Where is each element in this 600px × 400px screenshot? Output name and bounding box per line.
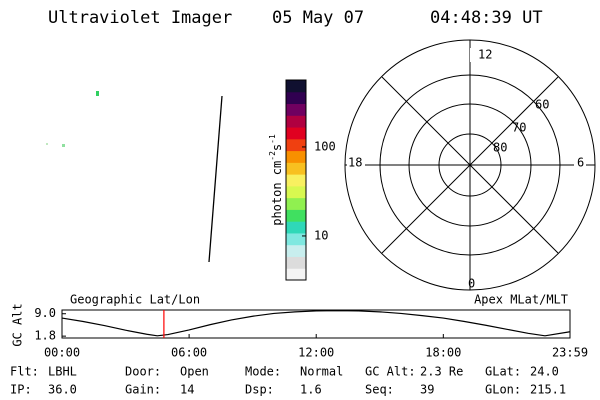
pixel [62,144,65,147]
colorbar-frame [285,79,307,281]
info-value: 1.6 [300,383,322,397]
color-step [286,103,306,116]
info-label: Seq: [365,383,394,397]
info-value: 39 [420,383,434,397]
x-tick-label: 00:00 [44,346,80,360]
lat-label: 80 [493,141,507,155]
hour-label: 0 [468,277,475,291]
info-value: LBHL [48,365,77,379]
altitude-line [61,310,571,337]
info-value: Normal [300,365,343,379]
lat-label: 70 [512,121,526,135]
hour-label: 12 [478,48,492,62]
colorbar-tick-label: 100 [314,139,336,153]
info-value: Open [180,365,209,379]
hour-label: 6 [577,156,584,170]
lat-label: 60 [535,98,549,112]
info-label: GLon: [485,383,521,397]
plot-frame [61,309,571,339]
x-tick-label: 12:00 [298,346,334,360]
colorbar-label: photon cm-2s-1 [268,134,284,226]
color-step [286,185,306,199]
info-label: Flt: [10,365,39,379]
x-tick-label: 18:00 [425,346,461,360]
x-tick-label: 06:00 [171,346,207,360]
chart-title: Geographic Lat/Lon [70,293,200,307]
pixel [96,91,99,96]
color-step [286,197,306,210]
color-step [286,244,306,257]
date: 05 May 07 [272,8,364,28]
limb [208,95,223,263]
info-value: 24.0 [530,365,559,379]
color-step [286,209,306,222]
y-tick-label: 1.8 [34,329,56,343]
info-value: 14 [180,383,194,397]
spoke [381,76,559,254]
color-step [286,127,306,140]
color-step [286,256,306,269]
color-step [286,162,306,175]
info-value: 36.0 [48,383,77,397]
info-label: Mode: [245,365,281,379]
color-step [286,268,306,281]
info-label: Door: [125,365,161,379]
label-bg [347,156,365,170]
hour-label: 18 [348,156,362,170]
x-tick-label: 23:59 [552,346,588,360]
label-bg [574,156,586,170]
info-value: 2.3 Re [420,365,463,379]
info-label: GLat: [485,365,521,379]
info-label: Dsp: [245,383,274,397]
image [46,91,223,263]
color-step [286,91,306,105]
color-step [286,221,306,234]
color-step [286,138,306,152]
color-step [286,232,306,246]
label-bg [470,48,490,62]
info-value: 215.1 [530,383,566,397]
pixel [46,143,48,145]
info-label: Gain: [125,383,161,397]
instrument: Ultraviolet Imager [48,8,232,28]
polar-grid [344,39,596,291]
chart-subtitle: Apex MLat/MLT [474,293,568,307]
info-label: IP: [10,383,32,397]
color-step [286,115,306,128]
color-step [286,174,306,187]
time: 04:48:39 UT [430,8,543,28]
info-label: GC Alt: [365,365,416,379]
y-axis-label: GC Alt [11,303,25,346]
color-step [286,150,306,163]
colorbar-tick-label: 10 [314,228,328,242]
y-tick-label: 9.0 [34,306,56,320]
color-step [286,80,306,93]
